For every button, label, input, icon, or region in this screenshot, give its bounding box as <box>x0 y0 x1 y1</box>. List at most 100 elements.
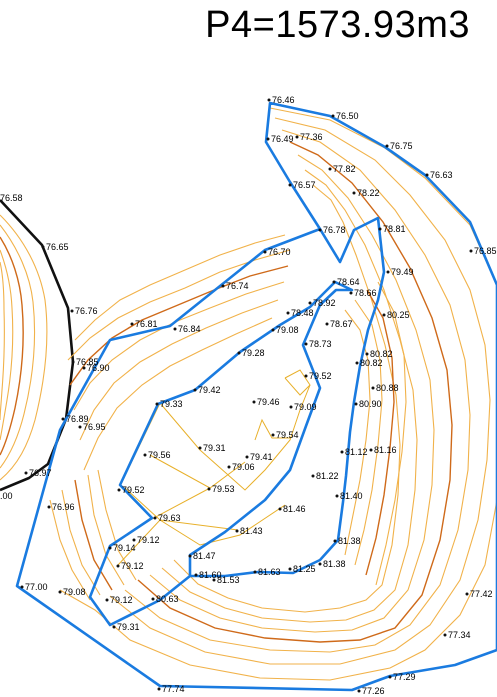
survey-point <box>378 227 382 231</box>
pit-inner-boundary <box>88 216 386 627</box>
elevation-label: 76.65 <box>46 242 69 252</box>
elevation-label: 80.90 <box>359 399 382 409</box>
survey-point <box>469 249 473 253</box>
elevation-label: 81.16 <box>374 445 397 455</box>
survey-point <box>357 689 361 693</box>
elevation-label: 79.28 <box>242 348 265 358</box>
survey-point <box>355 361 359 365</box>
survey-point <box>308 301 312 305</box>
survey-point <box>61 417 65 421</box>
elevation-label: 81.63 <box>258 567 281 577</box>
survey-point <box>388 675 392 679</box>
survey-point <box>108 546 112 550</box>
elevation-label: 79.52 <box>309 371 332 381</box>
elevation-labels: 76.46 76.50 76.49 77.36 76.75 77.82 76.63 76.57… <box>0 95 497 696</box>
survey-point <box>369 448 373 452</box>
survey-point <box>295 135 299 139</box>
survey-point <box>304 342 308 346</box>
elevation-label: 79.06 <box>232 462 255 472</box>
elevation-label: 80.82 <box>370 349 393 359</box>
survey-point <box>304 374 308 378</box>
survey-point <box>235 529 239 533</box>
survey-point <box>271 328 275 332</box>
left-contours <box>0 214 48 481</box>
elevation-label: 77.26 <box>362 686 385 696</box>
elevation-label: 76.75 <box>390 141 413 151</box>
elevation-label: 78.22 <box>357 188 380 198</box>
elevation-label: 79.31 <box>117 622 140 632</box>
elevation-label: 81.22 <box>316 471 339 481</box>
elevation-label: 76.49 <box>271 134 294 144</box>
survey-point <box>311 474 315 478</box>
elevation-label: 80.25 <box>387 310 410 320</box>
elevation-label: 78.92 <box>313 298 336 308</box>
survey-point <box>105 598 109 602</box>
elevation-label: 76.81 <box>135 319 158 329</box>
elevation-label: 79.63 <box>158 513 181 523</box>
survey-point <box>58 590 62 594</box>
survey-point <box>253 570 257 574</box>
elevation-label: 77.42 <box>470 589 493 599</box>
elevation-label: 79.09 <box>294 402 317 412</box>
elevation-label: 79.42 <box>198 385 221 395</box>
elevation-label: 78.48 <box>291 308 314 318</box>
survey-point <box>151 597 155 601</box>
survey-point <box>352 191 356 195</box>
elevation-label: 79.14 <box>113 543 136 553</box>
survey-point <box>271 433 275 437</box>
elevation-label: 76.57 <box>293 180 316 190</box>
elevation-label: 81.60 <box>199 570 222 580</box>
elevation-label: 77.00 <box>25 582 48 592</box>
survey-point <box>266 137 270 141</box>
elevation-label: 81.38 <box>323 559 346 569</box>
survey-point <box>78 425 82 429</box>
survey-points <box>20 98 473 693</box>
survey-point <box>82 366 86 370</box>
elevation-label: 78.81 <box>383 224 406 234</box>
elevation-label: 80.63 <box>156 594 179 604</box>
survey-point <box>153 516 157 520</box>
elevation-label: 79.12 <box>121 561 144 571</box>
survey-point <box>286 311 290 315</box>
survey-point <box>288 567 292 571</box>
survey-point <box>340 450 344 454</box>
elevation-label: 78.67 <box>330 319 353 329</box>
survey-point <box>318 228 322 232</box>
elevation-label: 78.73 <box>309 339 332 349</box>
elevation-label: 76.89 <box>66 414 89 424</box>
survey-point <box>24 471 28 475</box>
map-title: P4=1573.93m3 <box>205 4 470 46</box>
elevation-label: 76.58 <box>0 193 23 203</box>
survey-point <box>212 578 216 582</box>
elevation-label: 76.97 <box>29 468 52 478</box>
elevation-label: 77.82 <box>333 164 356 174</box>
survey-point <box>318 562 322 566</box>
elevation-label: 79.56 <box>148 450 171 460</box>
pit-boundary <box>15 101 497 692</box>
elevation-label: 77.36 <box>300 132 323 142</box>
elevation-label: 79.52 <box>122 485 145 495</box>
elevation-label: 81.12 <box>345 447 368 457</box>
elevation-label: 80.88 <box>376 383 399 393</box>
survey-point <box>331 114 335 118</box>
elevation-label: 79.53 <box>212 484 235 494</box>
survey-point <box>443 633 447 637</box>
survey-point <box>41 245 45 249</box>
survey-point <box>188 554 192 558</box>
elevation-label: 76.78 <box>323 225 346 235</box>
elevation-label: 76.70 <box>268 247 291 257</box>
elevation-label: 79.54 <box>276 430 299 440</box>
survey-point <box>349 291 353 295</box>
adjacent-boundary <box>0 199 75 492</box>
survey-point <box>193 388 197 392</box>
survey-point <box>465 592 469 596</box>
elevation-label: 76.85 <box>474 246 497 256</box>
survey-point <box>173 327 177 331</box>
elevation-label: 81.46 <box>283 504 306 514</box>
elevation-label: 79.41 <box>250 452 273 462</box>
elevation-label: 79.08 <box>63 587 86 597</box>
survey-point <box>382 313 386 317</box>
survey-point <box>221 284 225 288</box>
elevation-label: 79.08 <box>276 325 299 335</box>
